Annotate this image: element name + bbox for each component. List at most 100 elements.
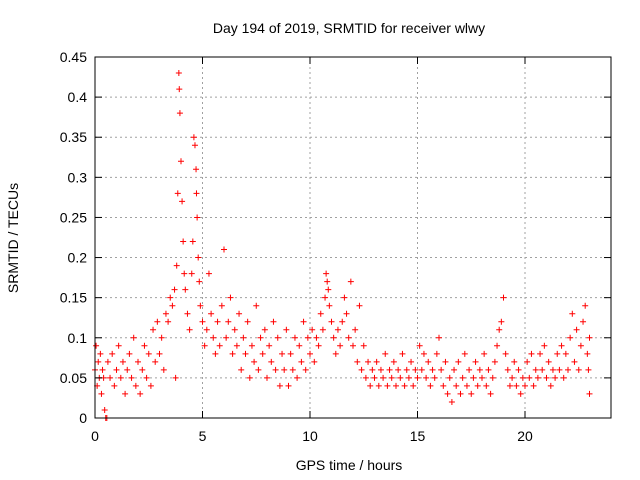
data-point <box>115 342 122 349</box>
data-point <box>562 350 569 357</box>
data-point <box>171 286 178 293</box>
data-point <box>130 334 137 341</box>
data-point <box>571 358 578 365</box>
data-point <box>554 350 561 357</box>
data-point <box>373 358 380 365</box>
x-tick-label: 15 <box>410 428 426 444</box>
data-point <box>565 366 571 373</box>
data-point <box>199 318 206 325</box>
data-point <box>147 382 154 389</box>
data-point <box>543 374 550 381</box>
data-point <box>126 350 133 357</box>
axis-ticks <box>94 56 611 419</box>
data-point <box>517 390 524 397</box>
data-point <box>179 198 186 205</box>
data-point <box>358 366 365 373</box>
data-point <box>481 350 488 357</box>
data-point <box>193 166 200 173</box>
data-point <box>287 350 294 357</box>
data-point <box>97 350 104 357</box>
data-point <box>283 326 290 333</box>
data-point <box>515 366 522 373</box>
data-point <box>466 366 473 373</box>
data-point <box>526 374 533 381</box>
data-point <box>524 358 531 365</box>
data-point <box>498 318 505 325</box>
y-tick-label: 0 <box>79 410 87 426</box>
data-point <box>160 366 167 373</box>
data-point <box>111 382 118 389</box>
data-point <box>238 366 245 373</box>
data-point <box>167 294 174 301</box>
data-point <box>317 310 324 317</box>
data-point <box>107 374 114 381</box>
data-point <box>433 350 440 357</box>
data-point <box>251 358 258 365</box>
data-point <box>332 350 339 357</box>
data-point <box>279 350 286 357</box>
data-point <box>347 278 354 285</box>
data-point <box>218 302 225 309</box>
data-point <box>330 334 337 341</box>
data-point <box>304 334 311 341</box>
data-point <box>101 406 108 413</box>
data-point <box>274 334 281 341</box>
data-point <box>172 374 179 381</box>
data-point <box>408 358 415 365</box>
data-point <box>268 358 275 365</box>
data-point <box>365 358 372 365</box>
data-point <box>530 382 537 389</box>
data-point <box>472 358 479 365</box>
data-point <box>504 366 511 373</box>
data-point <box>98 390 105 397</box>
data-point <box>150 326 157 333</box>
data-point <box>93 342 100 349</box>
data-point <box>410 382 417 389</box>
data-point <box>459 374 466 381</box>
data-point <box>457 390 464 397</box>
data-point <box>375 382 382 389</box>
data-point <box>461 350 468 357</box>
data-point <box>511 358 518 365</box>
data-point <box>158 334 165 341</box>
data-point <box>573 326 580 333</box>
data-point <box>191 142 198 149</box>
y-tick-label: 0.35 <box>60 129 87 145</box>
data-point <box>537 350 544 357</box>
data-point <box>448 398 455 405</box>
data-point <box>173 262 180 269</box>
data-point <box>468 390 475 397</box>
data-point <box>341 294 348 301</box>
data-point <box>143 374 150 381</box>
data-point <box>352 326 359 333</box>
data-point <box>152 358 159 365</box>
data-point <box>205 270 212 277</box>
data-point <box>371 374 378 381</box>
x-tick-label: 5 <box>199 428 207 444</box>
data-point <box>397 374 404 381</box>
y-axis-label: SRMTID / TECUs <box>5 183 21 293</box>
data-point <box>552 374 559 381</box>
data-point <box>369 366 376 373</box>
data-point <box>431 374 438 381</box>
data-point <box>184 310 191 317</box>
data-point <box>257 334 264 341</box>
data-point <box>429 366 436 373</box>
data-point <box>326 302 333 309</box>
data-point <box>313 334 320 341</box>
data-point <box>558 342 565 349</box>
data-point <box>119 358 126 365</box>
data-point <box>337 342 344 349</box>
data-point <box>233 342 240 349</box>
data-point <box>532 366 539 373</box>
data-point <box>509 374 516 381</box>
data-point <box>212 350 219 357</box>
data-point <box>255 366 262 373</box>
data-point <box>319 326 326 333</box>
data-point <box>362 374 369 381</box>
data-point <box>539 366 546 373</box>
data-point <box>420 350 427 357</box>
data-point <box>367 382 374 389</box>
data-point <box>169 302 176 309</box>
data-point <box>569 310 576 317</box>
